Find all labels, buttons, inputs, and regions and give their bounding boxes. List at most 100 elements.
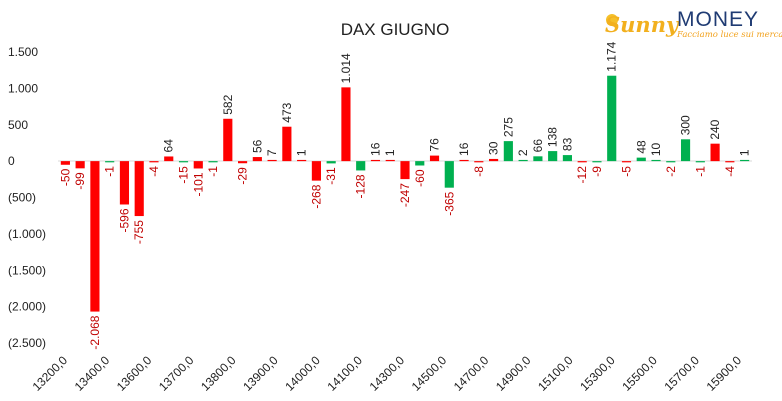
bar (533, 156, 543, 162)
bar (178, 161, 189, 163)
bar (489, 158, 499, 162)
bar (518, 159, 528, 162)
data-label: -15 (177, 166, 191, 184)
x-tick-label: 15300,0 (577, 353, 618, 394)
y-tick-label: 1.500 (8, 45, 38, 59)
bars (60, 75, 750, 312)
bar (238, 161, 248, 164)
logo-brand-a: Sunny (605, 12, 680, 37)
data-label: -4 (147, 166, 161, 177)
bar (370, 159, 381, 162)
sun-icon (606, 14, 618, 26)
x-tick-label: 15500,0 (619, 353, 660, 394)
bar (75, 161, 85, 169)
bar (621, 161, 632, 163)
x-tick-label: 14700,0 (451, 353, 492, 394)
data-label: 1.014 (339, 53, 353, 83)
bar (149, 161, 159, 163)
bar (592, 161, 602, 163)
x-axis: 13200,0 13400,0 13600,0 13700,0 13800,0 13900… (30, 353, 745, 394)
data-label: 1 (383, 149, 397, 156)
chart-title: DAX GIUGNO (341, 20, 450, 39)
data-label: 16 (457, 142, 471, 156)
data-label: 1 (738, 149, 752, 156)
bar (415, 161, 425, 166)
y-tick-label: (1.500) (8, 263, 46, 277)
data-label: 10 (649, 142, 663, 156)
x-tick-label: 15100,0 (535, 353, 576, 394)
bar (193, 161, 203, 169)
data-label: 240 (708, 119, 722, 139)
y-tick-label: 500 (8, 118, 28, 132)
data-label: 7 (265, 149, 279, 156)
data-label: 138 (546, 127, 560, 147)
bar (60, 161, 70, 165)
y-tick-label: 0 (8, 154, 15, 168)
y-tick-label: (500) (8, 191, 36, 205)
bar (444, 161, 454, 188)
data-label: -99 (73, 172, 87, 190)
bar (695, 161, 705, 163)
x-tick-label: 14000,0 (282, 353, 323, 394)
bar (548, 151, 558, 162)
data-label: -755 (132, 220, 146, 244)
data-label: 473 (280, 102, 294, 122)
data-label: 2 (516, 149, 530, 156)
bar (105, 161, 115, 163)
x-tick-label: 14500,0 (409, 353, 450, 394)
data-label: 66 (531, 139, 545, 153)
x-tick-label: 13400,0 (72, 353, 113, 394)
data-label: -50 (58, 168, 72, 186)
data-label: -1 (103, 166, 117, 177)
y-tick-label: (2.000) (8, 300, 46, 314)
x-tick-label: 14100,0 (324, 353, 365, 394)
bar (223, 118, 233, 162)
bar (326, 161, 336, 164)
logo-brand-b: MONEY (677, 8, 759, 31)
bar (474, 161, 484, 163)
logo: Sunny MONEY Facciamo luce sui mercati (605, 8, 782, 40)
data-label: 1 (295, 149, 309, 156)
bar (164, 156, 174, 162)
bar (429, 155, 440, 162)
bar (400, 161, 410, 180)
bar (680, 139, 691, 162)
data-label: -101 (191, 172, 205, 196)
bar (459, 159, 469, 162)
x-tick-label: 15700,0 (661, 353, 702, 394)
bar (282, 126, 292, 162)
y-axis: 1.500 1.000 500 0 (500) (1.000) (1.500) (2.000)… (8, 45, 46, 350)
data-label: 300 (679, 115, 693, 135)
bar (341, 87, 351, 162)
data-label: -1 (693, 166, 707, 177)
bar (725, 161, 735, 163)
data-label: 30 (487, 141, 501, 155)
data-label: 83 (560, 137, 574, 151)
bar (503, 141, 513, 162)
x-tick-label: 14900,0 (493, 353, 534, 394)
bar (208, 161, 218, 163)
data-label: -5 (619, 166, 633, 177)
data-label: -1 (206, 166, 220, 177)
bar (607, 75, 617, 162)
x-tick-label: 13700,0 (156, 353, 197, 394)
bar (710, 143, 720, 162)
bar (267, 159, 277, 162)
data-label: -268 (309, 184, 323, 208)
bar (252, 157, 262, 162)
data-label: 1.174 (605, 41, 619, 71)
bar (297, 159, 307, 162)
data-label: -365 (442, 191, 456, 215)
bar (311, 161, 321, 181)
data-label: -12 (575, 166, 589, 184)
data-label: -29 (236, 167, 250, 185)
x-tick-label: 13600,0 (114, 353, 155, 394)
data-label: 56 (250, 139, 264, 153)
x-tick-label: 13900,0 (240, 353, 281, 394)
bar (134, 161, 144, 217)
y-tick-label: (2.500) (8, 336, 46, 350)
data-label: -9 (590, 166, 604, 177)
data-label: -4 (723, 166, 737, 177)
x-tick-label: 13800,0 (198, 353, 239, 394)
